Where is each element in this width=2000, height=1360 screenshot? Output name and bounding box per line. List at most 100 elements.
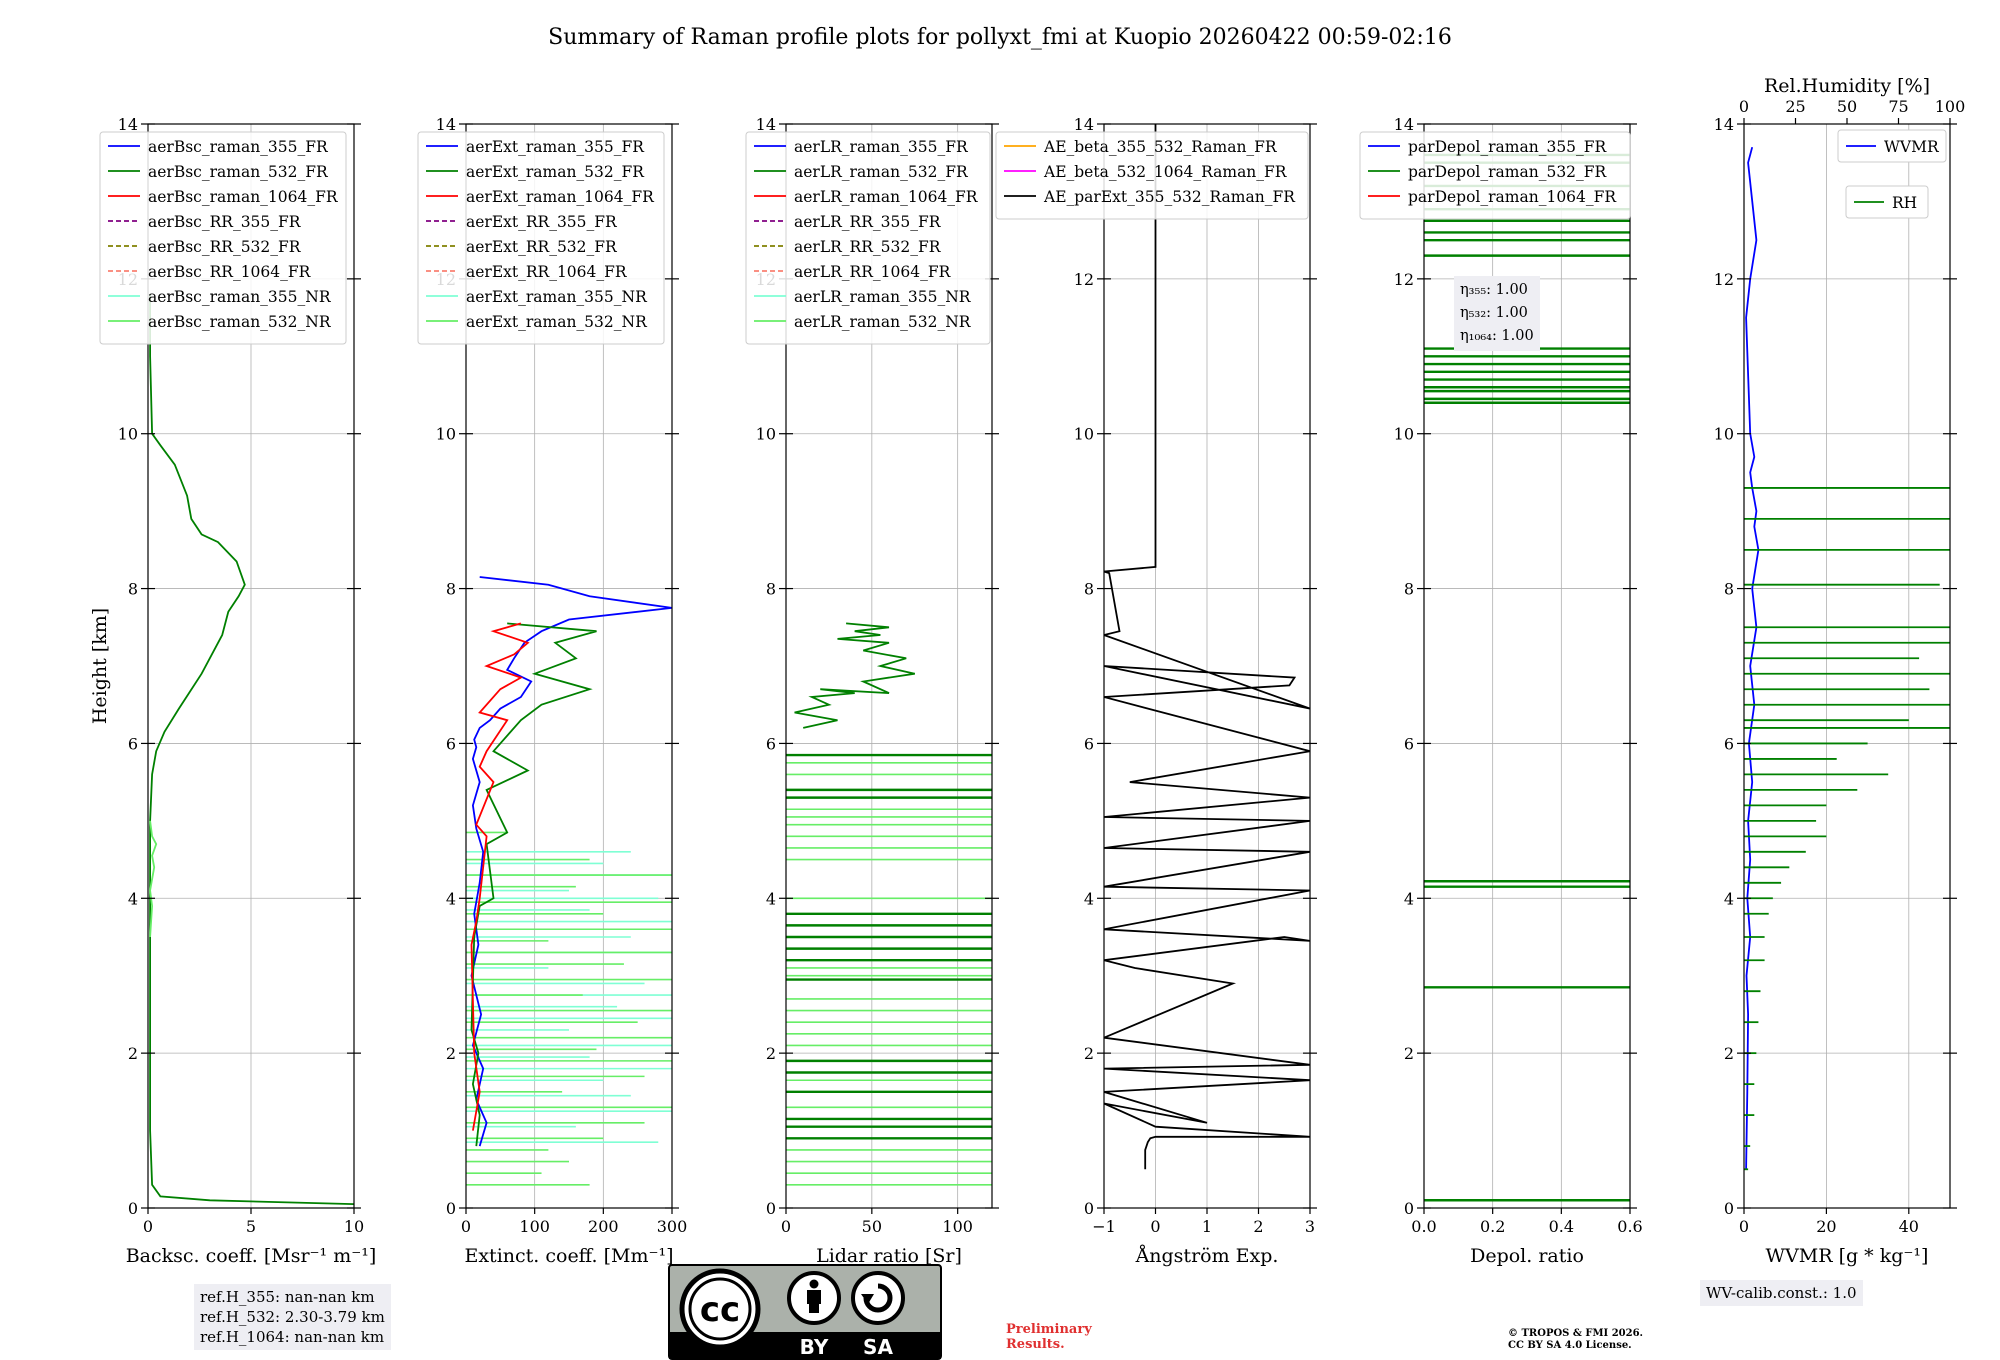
legend-entry: aerLR_raman_355_FR bbox=[794, 138, 969, 156]
xtick-label: 0 bbox=[1150, 1217, 1160, 1236]
ytick-label: 6 bbox=[1724, 734, 1734, 753]
xtick-label: 100 bbox=[942, 1217, 973, 1236]
panels: 024681012140510Backsc. coeff. [Msr⁻¹ m⁻¹… bbox=[89, 75, 1965, 1267]
legend-entry: aerExt_RR_1064_FR bbox=[466, 263, 628, 281]
ytick-label: 10 bbox=[118, 425, 138, 444]
ytick-label: 10 bbox=[436, 425, 456, 444]
xtick-label: 20 bbox=[1816, 1217, 1836, 1236]
x2axis-label: Rel.Humidity [%] bbox=[1764, 75, 1930, 97]
cc-sa-icon bbox=[851, 1271, 905, 1325]
legend-rh: RH bbox=[1845, 185, 1929, 219]
legend-entry: parDepol_raman_1064_FR bbox=[1408, 188, 1617, 206]
xtick-label: 40 bbox=[1899, 1217, 1919, 1236]
series-WVMR bbox=[1745, 146, 1760, 1170]
legend-entry: aerLR_raman_1064_FR bbox=[794, 188, 979, 206]
legend-entry: aerExt_RR_532_FR bbox=[466, 238, 618, 256]
xtick-label: −1 bbox=[1092, 1217, 1116, 1236]
plot-area bbox=[149, 294, 354, 1205]
ytick-label: 14 bbox=[118, 115, 138, 134]
xtick-label: 10 bbox=[344, 1217, 364, 1236]
ytick-label: 6 bbox=[766, 734, 776, 753]
xtick-label: 0 bbox=[143, 1217, 153, 1236]
legend-entry: aerLR_RR_1064_FR bbox=[794, 263, 952, 281]
xtick-label: 0.4 bbox=[1549, 1217, 1574, 1236]
ytick-label: 12 bbox=[1714, 270, 1734, 289]
ytick-label: 14 bbox=[1074, 115, 1094, 134]
ytick-label: 8 bbox=[1724, 580, 1734, 599]
ytick-label: 4 bbox=[1724, 889, 1734, 908]
xaxis-label: Backsc. coeff. [Msr⁻¹ m⁻¹] bbox=[126, 1245, 377, 1267]
x2tick-label: 75 bbox=[1888, 97, 1908, 116]
xaxis-label: Depol. ratio bbox=[1470, 1245, 1584, 1267]
ytick-label: 8 bbox=[446, 580, 456, 599]
legend-box bbox=[745, 131, 991, 345]
legend-box bbox=[1837, 129, 1947, 163]
legend-entry: aerExt_raman_532_FR bbox=[466, 163, 645, 181]
xtick-label: 300 bbox=[657, 1217, 688, 1236]
ytick-label: 4 bbox=[446, 889, 456, 908]
ref-height-box: ref.H_355: nan-nan km ref.H_532: 2.30-3.… bbox=[194, 1284, 391, 1350]
ytick-label: 2 bbox=[128, 1044, 138, 1063]
x2tick-label: 0 bbox=[1739, 97, 1749, 116]
xtick-label: 3 bbox=[1305, 1217, 1315, 1236]
legend-box bbox=[995, 131, 1309, 220]
ytick-label: 8 bbox=[128, 580, 138, 599]
legend-entry: RH bbox=[1892, 194, 1917, 212]
legend-entry: aerBsc_raman_355_NR bbox=[148, 288, 332, 306]
legend-entry: parDepol_raman_532_FR bbox=[1408, 163, 1608, 181]
xaxis-label: Ångström Exp. bbox=[1135, 1245, 1279, 1267]
ytick-label: 10 bbox=[1074, 425, 1094, 444]
xtick-label: 0.0 bbox=[1411, 1217, 1436, 1236]
legend-depol: parDepol_raman_355_FR parDepol_raman_532_… bbox=[1359, 131, 1631, 220]
ytick-label: 0 bbox=[1404, 1199, 1414, 1218]
xaxis-label: Lidar ratio [Sr] bbox=[816, 1245, 962, 1267]
legend-entry: aerBsc_raman_355_FR bbox=[148, 138, 329, 156]
xtick-label: 50 bbox=[862, 1217, 882, 1236]
legend-entry: aerBsc_raman_532_FR bbox=[148, 163, 329, 181]
legend-entry: AE_parExt_355_532_Raman_FR bbox=[1043, 188, 1296, 206]
legend-entry: AE_beta_532_1064_Raman_FR bbox=[1043, 163, 1288, 181]
plot-frame bbox=[1743, 123, 1951, 1209]
series-aerBsc_raman_532_NR bbox=[149, 820, 158, 938]
legend-box bbox=[1359, 131, 1631, 220]
plot-area bbox=[1744, 146, 1950, 1171]
ytick-label: 6 bbox=[1404, 734, 1414, 753]
plot-area bbox=[786, 622, 992, 1186]
preliminary-line-2: Results. bbox=[1006, 1337, 1065, 1352]
ytick-label: 4 bbox=[1404, 889, 1414, 908]
ytick-label: 0 bbox=[1084, 1199, 1094, 1218]
ref-height-532: ref.H_532: 2.30-3.79 km bbox=[200, 1308, 385, 1326]
x2tick-label: 25 bbox=[1785, 97, 1805, 116]
cc-sa-label: SA bbox=[863, 1335, 893, 1359]
eta-box: η₃₅₅: 1.00 η₅₃₂: 1.00 η₁₀₆₄: 1.00 bbox=[1454, 276, 1540, 351]
cc-by-sa-logo[interactable]: cc BY SA bbox=[668, 1264, 942, 1360]
ytick-label: 8 bbox=[1404, 580, 1414, 599]
eta-532: η₅₃₂: 1.00 bbox=[1460, 305, 1528, 321]
series-aerExt_raman_355_FR bbox=[470, 576, 672, 1147]
legend-entry: aerLR_RR_355_FR bbox=[794, 213, 942, 231]
legend-entry: WVMR bbox=[1884, 138, 1940, 156]
ref-height-355: ref.H_355: nan-nan km bbox=[200, 1288, 375, 1306]
series-aerExt_raman_532_FR bbox=[470, 622, 597, 1147]
preliminary-note: Preliminary Results. bbox=[1006, 1322, 1092, 1352]
ytick-label: 2 bbox=[1084, 1044, 1094, 1063]
xaxis-label: Extinct. coeff. [Mm⁻¹] bbox=[464, 1245, 673, 1267]
ytick-label: 6 bbox=[1084, 734, 1094, 753]
legend-entry: aerBsc_RR_1064_FR bbox=[148, 263, 312, 281]
xtick-label: 0.6 bbox=[1617, 1217, 1642, 1236]
legend-entry: aerExt_raman_532_NR bbox=[466, 313, 648, 331]
ytick-label: 10 bbox=[1394, 425, 1414, 444]
ytick-label: 14 bbox=[1394, 115, 1414, 134]
ytick-label: 14 bbox=[756, 115, 776, 134]
figure-title: Summary of Raman profile plots for polly… bbox=[548, 25, 1452, 50]
legend-angstrom: AE_beta_355_532_Raman_FR AE_beta_532_1064… bbox=[995, 131, 1309, 220]
legend-box bbox=[99, 131, 347, 345]
legend-entry: aerLR_RR_532_FR bbox=[794, 238, 942, 256]
xtick-label: 0 bbox=[1739, 1217, 1749, 1236]
panel-extinction: 024681012140100200300Extinct. coeff. [Mm… bbox=[417, 115, 688, 1267]
cc-mark-text: cc bbox=[700, 1290, 740, 1330]
legend-entry: aerBsc_RR_532_FR bbox=[148, 238, 302, 256]
xtick-label: 0.2 bbox=[1480, 1217, 1505, 1236]
ytick-label: 6 bbox=[128, 734, 138, 753]
